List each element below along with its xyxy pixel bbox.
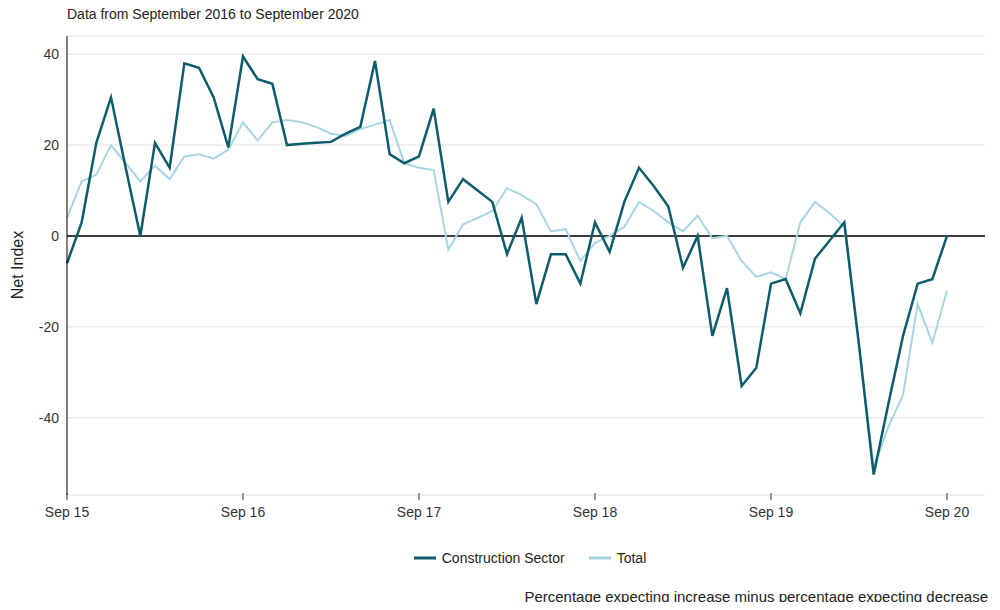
html-text:Percentage expecting increase: Percentage expecting increase minus perc… (524, 588, 988, 605)
svg-text:20: 20 (43, 137, 59, 153)
svg-text:Sep 16: Sep 16 (221, 504, 266, 520)
svg-text:Sep 20: Sep 20 (925, 504, 970, 520)
svg-text:Sep 15: Sep 15 (45, 504, 90, 520)
svg-text:0: 0 (51, 228, 59, 244)
svg-text:-40: -40 (39, 410, 59, 426)
svg-text:-20: -20 (39, 319, 59, 335)
svg-text:Sep 17: Sep 17 (397, 504, 442, 520)
html-text:Total: Total (616, 550, 647, 566)
svg-text:40: 40 (43, 46, 59, 62)
html-text:Net Index: Net Index (9, 230, 26, 300)
svg-text:Sep 19: Sep 19 (749, 504, 794, 520)
svg-text:Sep 18: Sep 18 (573, 504, 618, 520)
html-text:Data from September 2016 to Se: Data from September 2016 to September 20… (67, 6, 359, 22)
html-text:Construction Sector: Construction Sector (441, 550, 565, 566)
